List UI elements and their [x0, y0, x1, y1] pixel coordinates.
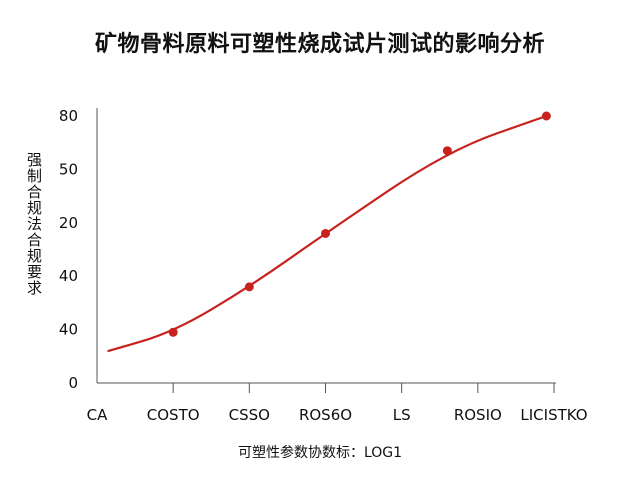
- axes: [96, 108, 556, 384]
- data-point: [541, 111, 551, 121]
- x-axis-label: 可塑性参数协数标：LOG1: [237, 445, 403, 461]
- y-ticks: 0 40 40 20 50 80: [59, 107, 78, 392]
- y-tick-label: 80: [59, 107, 78, 125]
- x-tick-label: CSSO: [229, 406, 270, 424]
- x-tick-label: LS: [393, 406, 411, 424]
- y-tick-label: 40: [59, 321, 78, 339]
- y-tick-label: 0: [68, 374, 78, 392]
- x-tick-label: COSTO: [147, 406, 200, 424]
- y-tick-label: 40: [59, 267, 78, 285]
- x-tick-label: CA: [87, 406, 108, 424]
- x-tick-label: ROS6O: [299, 406, 352, 424]
- x-tick-label: LICISTKO: [520, 406, 587, 424]
- data-point: [244, 282, 254, 292]
- series-line: [107, 114, 548, 353]
- x-ticks: CA COSTO CSSO ROS6O LS ROSIO LICISTKO: [87, 383, 588, 424]
- data-point: [168, 327, 178, 337]
- y-tick-label: 50: [59, 160, 78, 178]
- series-layer: [107, 111, 551, 353]
- chart-title: 矿物骨料原料可塑性烧成试片测试的影响分析: [94, 32, 545, 57]
- data-point: [321, 228, 330, 238]
- data-point: [442, 146, 452, 156]
- y-tick-label: 20: [59, 214, 78, 232]
- y-axis-label: 强制合规法合规要求: [25, 152, 43, 296]
- x-tick-label: ROSIO: [454, 406, 502, 424]
